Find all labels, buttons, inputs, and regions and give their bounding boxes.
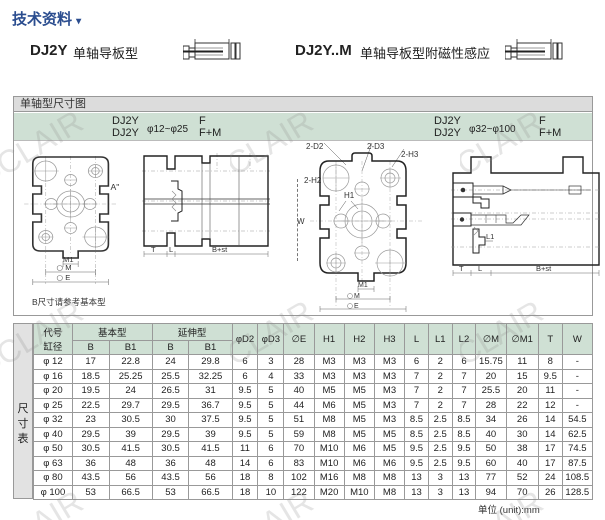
svg-text:M: M	[354, 293, 360, 300]
svg-text:M: M	[65, 263, 71, 272]
svg-text:2-H2: 2-H2	[304, 176, 322, 185]
svg-text:E: E	[354, 303, 359, 310]
svg-text:2-D2: 2-D2	[306, 142, 324, 151]
svg-text:H1: H1	[344, 191, 355, 200]
svg-text:M1: M1	[358, 282, 368, 289]
svg-text:B+st: B+st	[536, 264, 552, 273]
svg-text:T: T	[151, 245, 156, 254]
svg-text:B+st: B+st	[212, 245, 228, 254]
svg-text:T: T	[459, 264, 464, 273]
svg-text:L: L	[169, 245, 173, 254]
svg-text:L1: L1	[486, 232, 494, 241]
svg-text:E: E	[65, 273, 70, 282]
svg-text:L: L	[478, 264, 482, 273]
svg-text:2-D3: 2-D3	[367, 142, 385, 151]
svg-text:2-H3: 2-H3	[401, 150, 419, 159]
svg-text:A": A"	[111, 182, 120, 192]
